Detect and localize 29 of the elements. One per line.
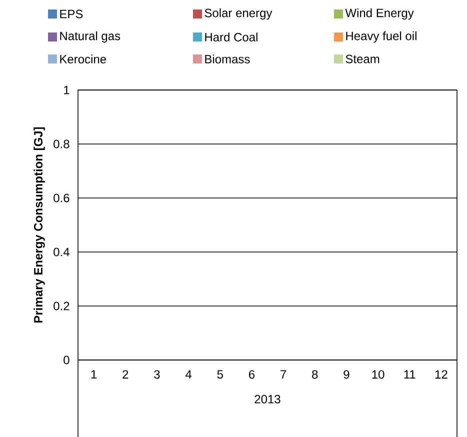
- legend-label: Solar energy: [204, 8, 272, 20]
- y-tick-label: 0.6: [54, 194, 70, 202]
- x-tick-label: 12: [435, 370, 448, 379]
- x-tick-label: 8: [312, 370, 318, 379]
- x-tick-label: 7: [280, 370, 286, 378]
- legend-label: Heavy fuel oil: [346, 31, 416, 43]
- legend-label: Wind Energy: [345, 8, 414, 20]
- x-tick-label: 5: [217, 370, 223, 379]
- legend-label: Steam: [346, 54, 380, 64]
- legend-label: EPS: [60, 10, 83, 18]
- legend-label: Kerocine: [60, 54, 106, 64]
- y-tick-label: 1: [64, 86, 70, 94]
- y-tick-label: 0.4: [54, 248, 70, 256]
- x-tick-label: 4: [185, 370, 192, 378]
- x-axis-title: 2013: [254, 394, 280, 404]
- x-tick-label: 2: [122, 370, 128, 379]
- x-tick-label: 6: [248, 370, 255, 379]
- x-tick-label: 3: [154, 370, 160, 379]
- y-tick-label: 0.2: [54, 302, 70, 310]
- y-tick-label: 0.8: [54, 140, 70, 148]
- y-axis-title: Primary Energy Consumption [GJ]: [34, 127, 45, 323]
- x-tick-label: 10: [372, 370, 384, 379]
- legend-label: Hard Coal: [205, 32, 258, 42]
- legend-label: Biomass: [205, 54, 250, 64]
- x-tick-label: 9: [344, 370, 350, 379]
- y-tick-label: 0: [64, 356, 70, 364]
- legend-label: Natural gas: [60, 31, 120, 43]
- x-tick-label: 1: [91, 370, 97, 378]
- x-tick-label: 11: [404, 370, 416, 378]
